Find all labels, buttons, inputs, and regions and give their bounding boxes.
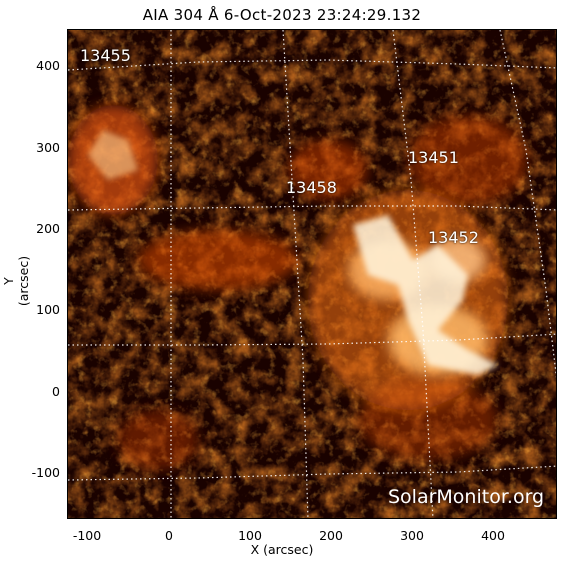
y-tick-label: 300 <box>36 140 60 155</box>
y-axis-label: Y (arcsec) <box>1 255 31 307</box>
solar-image: 13455 13451 13458 13452 <box>67 29 557 519</box>
active-region-label: 13455 <box>80 46 131 65</box>
coordinate-grid <box>68 30 556 518</box>
active-region-bright <box>88 130 498 375</box>
y-tick-label: 0 <box>52 384 60 399</box>
y-tick-label: -100 <box>31 465 60 480</box>
y-tick-label: 200 <box>36 221 60 236</box>
watermark: SolarMonitor.org <box>388 486 545 508</box>
x-tick-label: 300 <box>400 528 424 543</box>
active-region-label: 13452 <box>428 228 479 247</box>
image-title: AIA 304 Å 6-Oct-2023 23:24:29.132 <box>142 6 422 24</box>
x-axis-label: X (arcsec) <box>250 542 314 557</box>
x-tick-label: -100 <box>72 528 102 543</box>
y-tick-label: 100 <box>36 302 60 317</box>
y-tick-label: 400 <box>36 58 60 73</box>
x-tick-label: 400 <box>481 528 505 543</box>
active-region-label: 13451 <box>408 148 459 167</box>
active-region-label: 13458 <box>286 178 337 197</box>
x-tick-label: 100 <box>238 528 262 543</box>
x-tick-label: 0 <box>165 528 173 543</box>
x-tick-label: 200 <box>319 528 343 543</box>
sun-emission-map <box>68 30 556 518</box>
